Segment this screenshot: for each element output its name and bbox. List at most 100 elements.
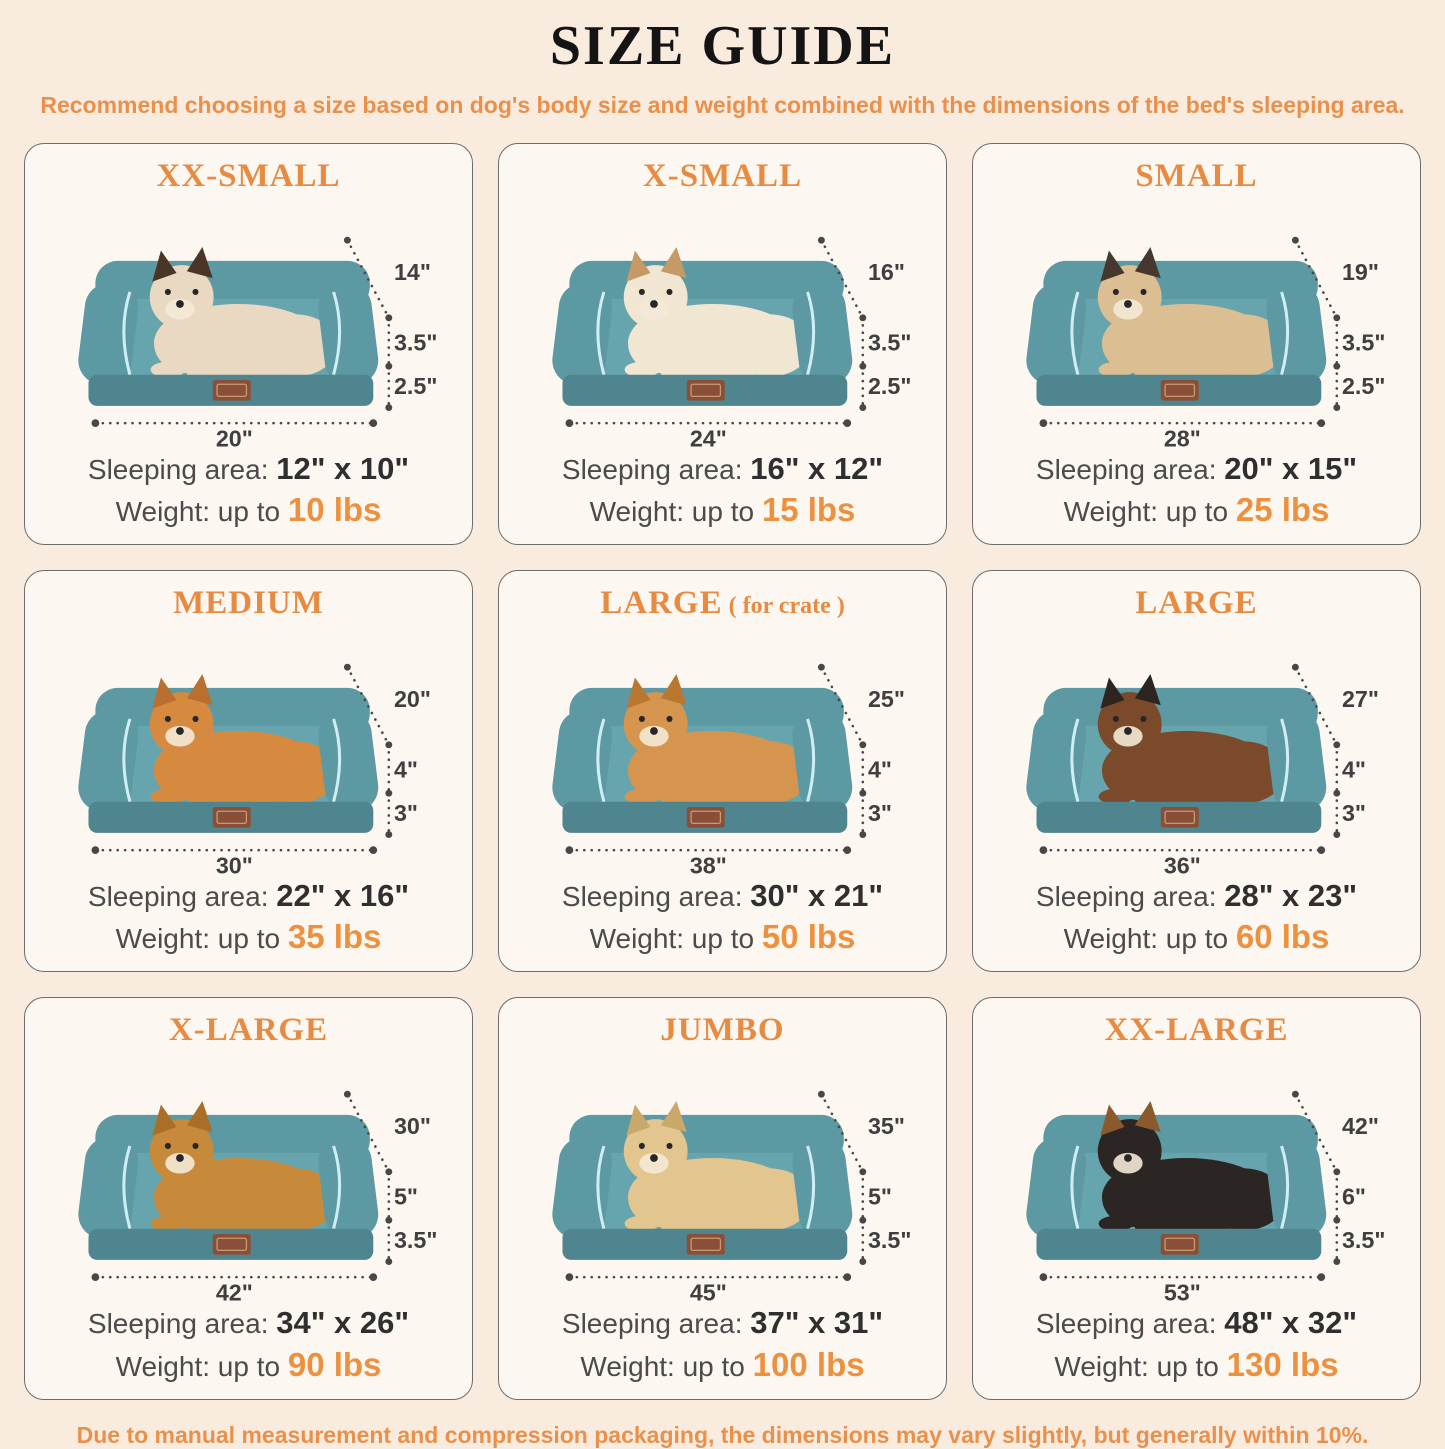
pet-ear bbox=[625, 250, 651, 282]
size-card: JUMBO bbox=[498, 997, 947, 1400]
bed-right-arm-bolster bbox=[791, 1137, 852, 1240]
length-dimension-label: 24" bbox=[689, 425, 726, 449]
pet-paw bbox=[624, 1216, 659, 1232]
size-name: XX-LARGE bbox=[1104, 1012, 1289, 1049]
dimension-dot bbox=[1332, 831, 1340, 839]
diagonal-dimension-line bbox=[345, 666, 390, 747]
bed-brand-tag bbox=[1160, 807, 1199, 828]
size-cards-grid: XX-SMALL bbox=[0, 143, 1445, 1400]
bed-piping-left bbox=[1069, 1145, 1079, 1230]
size-card: LARGE bbox=[972, 570, 1421, 973]
bed-piping-left bbox=[595, 718, 605, 803]
base-height-label: 3.5" bbox=[1341, 1227, 1384, 1253]
dimension-dot bbox=[858, 831, 866, 839]
pet-chest bbox=[627, 741, 697, 801]
pet-muzzle bbox=[164, 298, 195, 320]
diagonal-dimension-label: 19" bbox=[1341, 259, 1378, 285]
dimension-dot bbox=[1039, 846, 1047, 855]
pet-nose bbox=[175, 727, 184, 736]
dimension-dot bbox=[368, 1273, 377, 1282]
bed-right-arm-bolster bbox=[1265, 283, 1326, 386]
size-suffix: ( for crate ) bbox=[722, 593, 845, 620]
sleeping-area-line: Sleeping area: 48" x 32" bbox=[1036, 1303, 1357, 1343]
bed-left-arm-bolster bbox=[551, 710, 612, 813]
pet-paw bbox=[150, 789, 185, 805]
weight-prefix: Weight: up to bbox=[1063, 923, 1229, 955]
bed-tag-stitching bbox=[689, 810, 721, 825]
pet-eye bbox=[191, 716, 199, 723]
weight-line: Weight: up to 25 lbs bbox=[1064, 489, 1330, 532]
pet-eye bbox=[638, 716, 645, 723]
sleeping-area-value: 34" x 26" bbox=[276, 1305, 410, 1341]
bed-right-arm-bolster bbox=[1265, 1137, 1326, 1240]
page-subtitle: Recommend choosing a size based on dog's… bbox=[40, 92, 1405, 118]
weight-prefix: Weight: up to bbox=[589, 496, 755, 528]
dimension-dot bbox=[384, 831, 392, 839]
pet-haunch bbox=[253, 741, 337, 804]
dimension-annotations bbox=[1039, 1091, 1340, 1282]
bed-piping-right bbox=[1279, 291, 1289, 376]
bolster-height-label: 5" bbox=[393, 1184, 417, 1210]
sofa-bed-graphic bbox=[551, 247, 852, 406]
bed-left-arm-bolster bbox=[1025, 1137, 1086, 1240]
base-height-label: 3" bbox=[393, 800, 417, 826]
pet-muzzle bbox=[1112, 298, 1143, 320]
diagonal-dimension-line bbox=[345, 238, 390, 320]
sleeping-area-prefix: Sleeping area: bbox=[1035, 454, 1217, 485]
pet-photo bbox=[1097, 674, 1306, 809]
bed-left-arm-bolster bbox=[551, 1137, 612, 1240]
pet-ear bbox=[1099, 1104, 1125, 1136]
dimension-dot bbox=[1332, 404, 1340, 412]
pet-nose bbox=[175, 1154, 184, 1163]
dimension-dot bbox=[858, 1258, 866, 1266]
bed-tag-stitching bbox=[215, 810, 247, 825]
pet-eye bbox=[638, 1143, 645, 1150]
pet-head bbox=[1097, 692, 1162, 757]
weight-prefix: Weight: up to bbox=[589, 923, 755, 955]
bed-tag-stitching bbox=[1163, 1238, 1195, 1252]
diagonal-dimension-label: 20" bbox=[393, 686, 430, 712]
pet-chest bbox=[1101, 314, 1171, 374]
dimension-dot bbox=[384, 1258, 392, 1266]
size-card: MEDIUM bbox=[24, 570, 473, 973]
bed-right-arm-bolster bbox=[317, 710, 378, 813]
size-card-title: JUMBO bbox=[660, 1012, 784, 1049]
bed-brand-tag bbox=[1160, 379, 1199, 401]
weight-prefix: Weight: up to bbox=[115, 496, 281, 528]
sleeping-area-value: 22" x 16" bbox=[276, 878, 410, 914]
pet-ear bbox=[1134, 247, 1161, 279]
sleeping-area-prefix: Sleeping area: bbox=[87, 1308, 269, 1340]
length-dimension-label: 38" bbox=[689, 853, 726, 877]
pet-muzzle bbox=[1112, 726, 1143, 747]
sofa-bed-graphic bbox=[1025, 1101, 1326, 1261]
pet-haunch bbox=[1201, 1168, 1285, 1231]
pet-ear bbox=[660, 247, 687, 279]
size-card-title: XX-LARGE bbox=[1104, 1012, 1288, 1049]
bed-piping-right bbox=[805, 1145, 815, 1230]
weight-value: 50 lbs bbox=[761, 918, 856, 956]
pet-chest bbox=[1101, 741, 1171, 801]
pet-ear bbox=[1099, 677, 1125, 709]
bed-piping-right bbox=[1279, 718, 1289, 803]
pet-ear bbox=[1099, 250, 1125, 282]
diagonal-dimension-label: 35" bbox=[867, 1113, 904, 1139]
bed-illustration: 30" 5" 3.5" 42" bbox=[77, 1091, 437, 1304]
weight-value: 90 lbs bbox=[287, 1345, 382, 1383]
size-name: JUMBO bbox=[660, 1012, 785, 1049]
weight-line: Weight: up to 100 lbs bbox=[580, 1344, 864, 1387]
pet-ear bbox=[660, 1101, 687, 1133]
weight-value: 10 lbs bbox=[287, 491, 382, 529]
sofa-bed-graphic bbox=[1025, 674, 1326, 834]
bed-tag-stitching bbox=[1163, 383, 1195, 398]
pet-eye bbox=[191, 288, 199, 295]
bed-piping-right bbox=[805, 291, 815, 376]
dimension-dot bbox=[1332, 1258, 1340, 1266]
weight-prefix: Weight: up to bbox=[115, 923, 281, 955]
pet-paw bbox=[624, 361, 659, 378]
dimension-dot bbox=[368, 846, 377, 855]
weight-line: Weight: up to 50 lbs bbox=[590, 916, 856, 959]
base-height-label: 2.5" bbox=[1341, 373, 1384, 399]
pet-eye bbox=[1139, 288, 1147, 295]
length-dimension-label: 42" bbox=[215, 1280, 252, 1304]
dimension-dot bbox=[1316, 419, 1325, 427]
